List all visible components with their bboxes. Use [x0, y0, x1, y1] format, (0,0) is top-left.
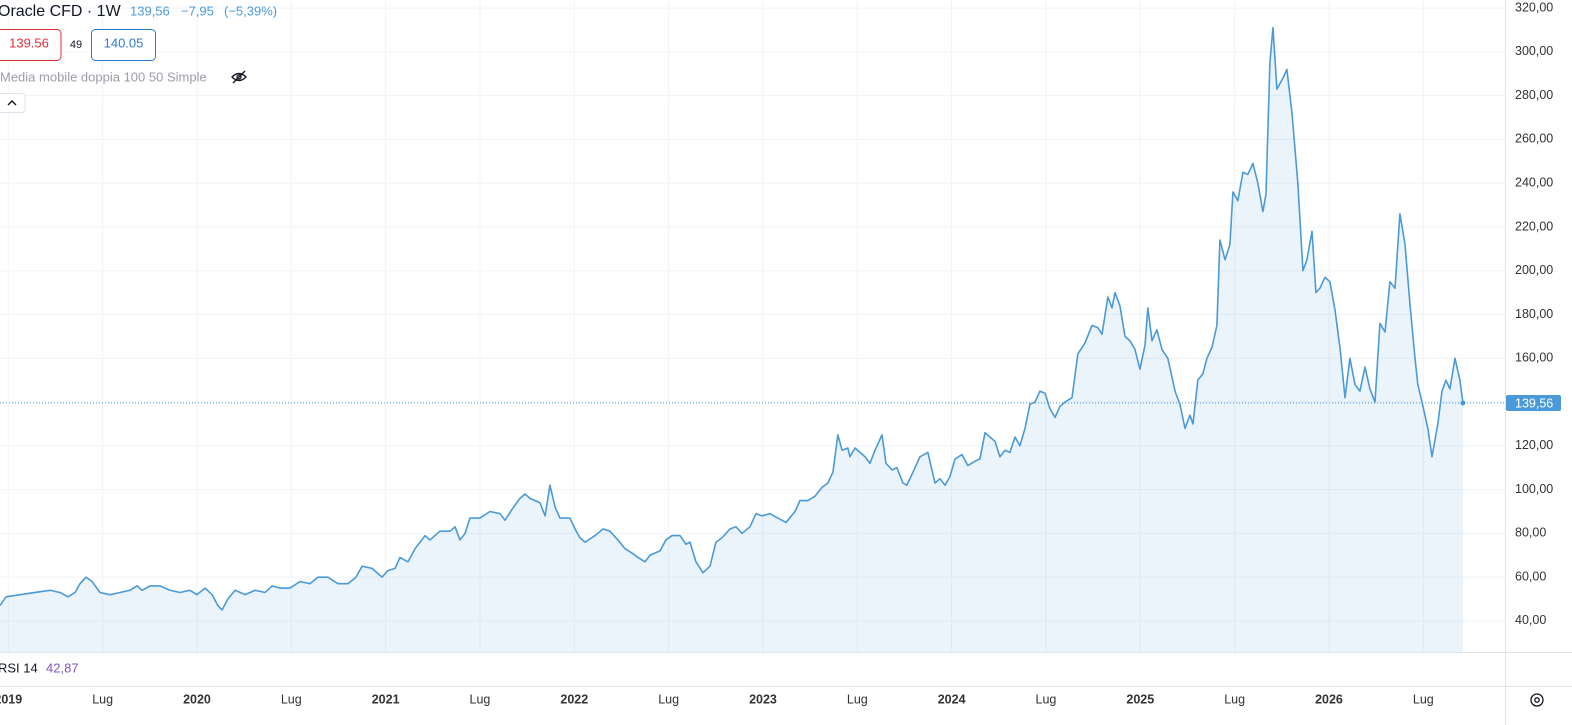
- area-fill: [0, 27, 1463, 653]
- x-tick-label: 2025: [1126, 692, 1154, 706]
- header-price: 139,56: [130, 3, 170, 18]
- symbol-title: Oracle CFD · 1W: [0, 3, 122, 20]
- x-tick-label: Lug: [470, 692, 491, 706]
- y-tick-label: 300,00: [1515, 44, 1553, 58]
- collapse-button[interactable]: [0, 93, 26, 113]
- x-tick-label: 2026: [1315, 692, 1343, 706]
- x-tick-label: 2019: [0, 692, 22, 706]
- eye-strike[interactable]: [232, 70, 246, 84]
- x-tick-label: Lug: [1413, 692, 1434, 706]
- collapse-box[interactable]: [0, 93, 26, 113]
- y-tick-label: 160,00: [1515, 351, 1553, 365]
- last-point: [1460, 400, 1466, 406]
- buy-price[interactable]: 140.05: [104, 35, 144, 50]
- chevron-icon[interactable]: [7, 100, 17, 106]
- sell-price[interactable]: 139.56: [9, 35, 49, 50]
- header-change-pct: (−5,39%): [224, 3, 277, 18]
- y-tick-label: 260,00: [1515, 132, 1553, 146]
- y-tick-label: 40,00: [1515, 613, 1546, 627]
- sell-button[interactable]: 139.56: [0, 29, 62, 61]
- gear-inner[interactable]: [1534, 697, 1540, 703]
- y-tick-label: 120,00: [1515, 438, 1553, 452]
- y-tick-label: 320,00: [1515, 0, 1553, 14]
- buy-button-box[interactable]: [91, 29, 156, 61]
- y-tick-label: 280,00: [1515, 88, 1553, 102]
- last-price-tag: [1506, 395, 1561, 412]
- x-tick-label: 2021: [372, 692, 400, 706]
- header-change: −7,95: [181, 3, 214, 18]
- y-tick-label: 200,00: [1515, 263, 1553, 277]
- eye-pupil[interactable]: [236, 74, 242, 80]
- y-tick-label: 60,00: [1515, 569, 1546, 583]
- y-tick-label: 240,00: [1515, 175, 1553, 189]
- x-tick-label: 2023: [749, 692, 777, 706]
- price-line: [0, 27, 1464, 611]
- x-tick-label: 2022: [560, 692, 588, 706]
- x-tick-label: Lug: [1036, 692, 1057, 706]
- y-tick-label: 100,00: [1515, 482, 1553, 496]
- grid: [0, 0, 1505, 652]
- x-tick-label: Lug: [847, 692, 868, 706]
- x-tick-label: Lug: [1224, 692, 1245, 706]
- gear-outer[interactable]: [1530, 693, 1544, 707]
- x-tick-label: 2020: [183, 692, 211, 706]
- indicator-label: Media mobile doppia 100 50 Simple: [0, 69, 207, 84]
- x-tick-label: Lug: [658, 692, 679, 706]
- spread: 49: [70, 39, 82, 51]
- y-tick-label: 220,00: [1515, 219, 1553, 233]
- y-tick-label: 80,00: [1515, 526, 1546, 540]
- last-price-label: 139,56: [1515, 396, 1553, 410]
- rsi-value: 42,87: [46, 660, 79, 675]
- axes: 40,0060,0080,00100,00120,00140,00160,001…: [0, 0, 1561, 706]
- x-tick-label: Lug: [281, 692, 302, 706]
- x-tick-label: Lug: [92, 692, 113, 706]
- settings-icon[interactable]: [1530, 693, 1544, 707]
- hide-indicator-icon[interactable]: [231, 70, 247, 84]
- y-tick-label: 180,00: [1515, 307, 1553, 321]
- sell-button-box[interactable]: [0, 29, 62, 61]
- rsi-name: RSI 14: [0, 660, 38, 675]
- x-tick-label: 2024: [938, 692, 966, 706]
- buy-button[interactable]: 140.05: [91, 29, 156, 61]
- plot: [0, 27, 1505, 653]
